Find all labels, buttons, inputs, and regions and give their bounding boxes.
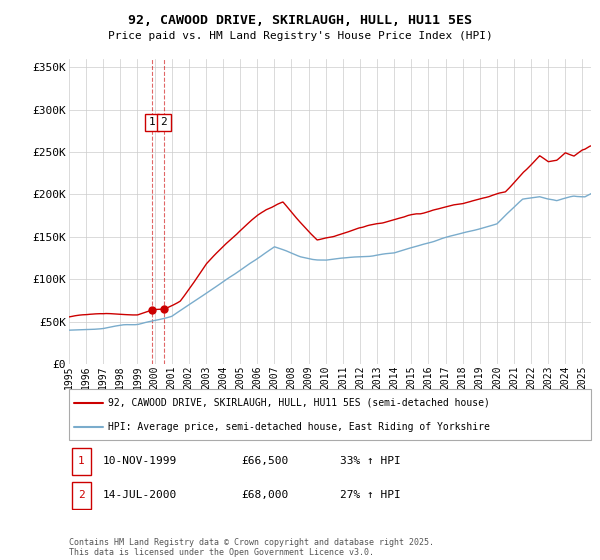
Text: 92, CAWOOD DRIVE, SKIRLAUGH, HULL, HU11 5ES: 92, CAWOOD DRIVE, SKIRLAUGH, HULL, HU11 … [128, 14, 472, 27]
Text: 14-JUL-2000: 14-JUL-2000 [103, 491, 177, 501]
Text: 2: 2 [160, 118, 167, 127]
Text: Price paid vs. HM Land Registry's House Price Index (HPI): Price paid vs. HM Land Registry's House … [107, 31, 493, 41]
Text: £68,000: £68,000 [241, 491, 289, 501]
Text: 92, CAWOOD DRIVE, SKIRLAUGH, HULL, HU11 5ES (semi-detached house): 92, CAWOOD DRIVE, SKIRLAUGH, HULL, HU11 … [108, 398, 490, 408]
Text: £66,500: £66,500 [241, 456, 289, 466]
Text: Contains HM Land Registry data © Crown copyright and database right 2025.
This d: Contains HM Land Registry data © Crown c… [69, 538, 434, 557]
Text: 27% ↑ HPI: 27% ↑ HPI [340, 491, 401, 501]
Text: 33% ↑ HPI: 33% ↑ HPI [340, 456, 401, 466]
Text: 1: 1 [149, 118, 155, 127]
Bar [71, 448, 91, 475]
Text: 1: 1 [78, 456, 85, 466]
Text: 10-NOV-1999: 10-NOV-1999 [103, 456, 177, 466]
Text: HPI: Average price, semi-detached house, East Riding of Yorkshire: HPI: Average price, semi-detached house,… [108, 422, 490, 432]
Text: 2: 2 [78, 491, 85, 501]
Bar [71, 482, 91, 509]
